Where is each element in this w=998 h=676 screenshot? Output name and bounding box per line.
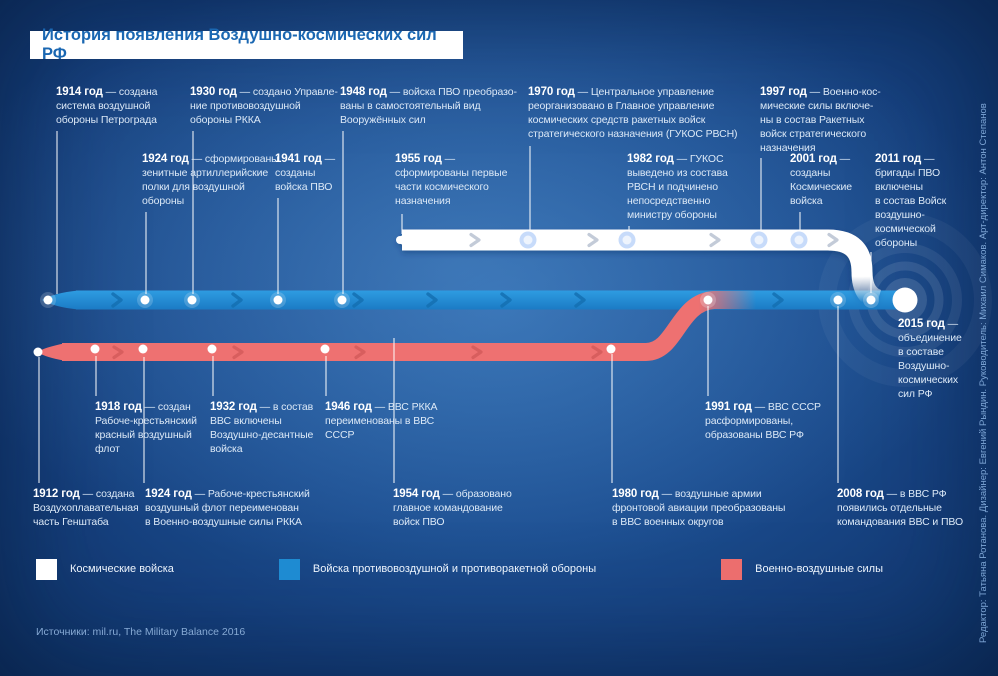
space-track [396, 229, 882, 311]
event-1941: 1941 год — созданы войска ПВО [275, 153, 336, 193]
sources-line: Источники: mil.ru, The Military Balance … [36, 626, 246, 638]
page-title: История появления Воздушно-космических с… [42, 26, 437, 63]
event-1924-defense: 1924 год — сформированы зенитные артилле… [142, 153, 279, 207]
legend: Космические войска Войска противовоздушн… [36, 559, 911, 580]
event-1930: 1930 год — создано Управле- ние противов… [190, 86, 338, 126]
legend-item-space: Космические войска [36, 559, 174, 580]
airforce-swatch [721, 559, 743, 580]
space-forces-swatch [36, 559, 57, 580]
title-bar: История появления Воздушно-космических с… [30, 26, 463, 63]
legend-label: Военно-воздушные силы [755, 563, 883, 575]
defense-forces-swatch [278, 559, 300, 580]
defense-track-chevrons [111, 292, 784, 308]
event-1914: 1914 год — создана система воздушной обо… [56, 86, 158, 126]
airforce-track-dots [33, 344, 616, 357]
space-track-dots [396, 231, 808, 249]
event-1946: 1946 год — ВВС РККА переименованы в ВВС … [325, 401, 438, 441]
event-2015: 2015 год — объединение в составе Воздушн… [898, 318, 962, 400]
event-1991: 1991 год — ВВС СССР расформированы, обра… [705, 401, 821, 441]
event-1912: 1912 год — создана Воздухоплавательная ч… [33, 488, 139, 528]
event-1954: 1954 год — образовано главное командован… [393, 488, 512, 528]
airforce-track-chevrons [112, 345, 603, 360]
legend-label: Космические войска [70, 563, 174, 575]
event-2001: 2001 год — созданы Космические войска [790, 153, 853, 207]
event-2011: 2011 год — бригады ПВО включены в состав… [875, 153, 947, 249]
event-1982: 1982 год — ГУКОС выведено из состава РВС… [627, 153, 728, 221]
legend-item-airforce: Военно-воздушные силы [721, 559, 883, 580]
defense-track-dots [40, 292, 879, 308]
event-1955: 1955 год — сформированы первые части кос… [395, 153, 508, 207]
event-connectors [38, 131, 872, 483]
event-1932: 1932 год — в состав ВВС включены Воздушн… [210, 401, 314, 455]
event-1997: 1997 год — Военно-кос- мические силы вкл… [760, 86, 881, 154]
event-1970: 1970 год — Центральное управление реорга… [528, 86, 738, 140]
space-track-chevrons [469, 232, 839, 248]
event-1924-airforce: 1924 год — Рабоче-крестьянский воздушный… [145, 488, 310, 528]
event-2008: 2008 год — в ВВС РФ появились отдельные … [837, 488, 964, 528]
credits-vertical: Редактор: Татьяна Ротанова. Дизайнер: Ев… [978, 103, 989, 643]
legend-label: Войска противовоздушной и противоракетно… [312, 563, 597, 575]
event-1980: 1980 год — воздушные армии фронтовой ави… [612, 488, 786, 528]
legend-item-defense: Войска противовоздушной и противоракетно… [278, 559, 597, 580]
event-1948: 1948 год — войска ПВО преобразо- ваны в … [340, 86, 517, 126]
event-1918: 1918 год — создан Рабоче-крестьянский кр… [95, 401, 197, 455]
endpoint-2015-circle [892, 287, 918, 313]
defense-track [42, 290, 904, 310]
